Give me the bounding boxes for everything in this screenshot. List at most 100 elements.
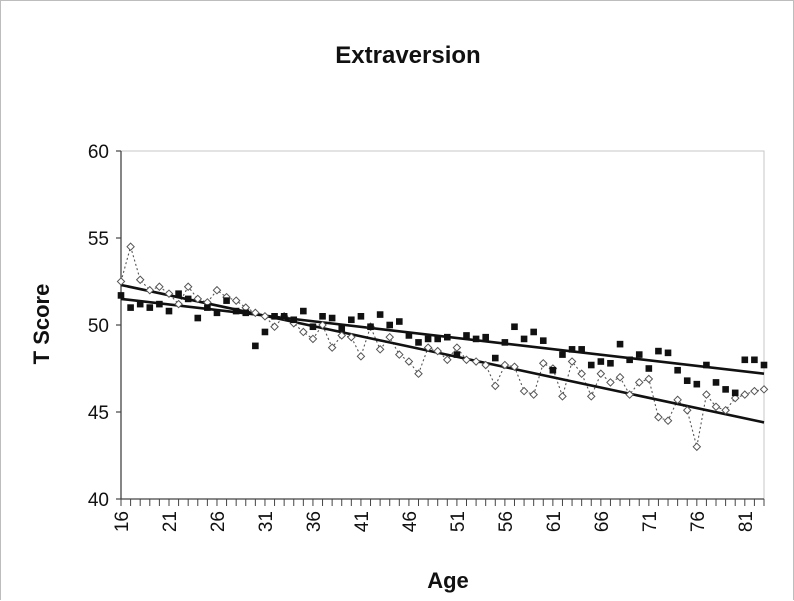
open-diamond-point [634, 378, 644, 387]
x-tick-label: 26 [208, 511, 229, 532]
filled-square-point [645, 365, 653, 372]
open-diamond-point [711, 402, 721, 412]
filled-square-point [146, 304, 154, 311]
open-diamond-point [433, 346, 443, 356]
open-diamond-point [510, 362, 519, 372]
y-tick-label: 55 [88, 229, 109, 250]
filled-square-point [357, 313, 365, 320]
filled-square-point [731, 389, 739, 397]
open-diamond-point [471, 357, 481, 366]
open-diamond-point [481, 360, 490, 370]
filled-square-point [626, 356, 633, 364]
open-diamond-point [126, 242, 135, 252]
y-axis-label: T Score [29, 284, 54, 365]
filled-square-point [348, 316, 355, 324]
filled-square-point [664, 349, 672, 357]
trendline [120, 283, 765, 424]
open-diamond-point [174, 299, 183, 309]
filled-square-point [741, 356, 749, 364]
y-tick-label: 50 [88, 316, 109, 337]
open-diamond-point [155, 282, 164, 292]
open-diamond-point [682, 405, 692, 415]
x-tick-label: 56 [496, 511, 517, 532]
open-diamond-point [538, 358, 548, 368]
open-diamond-point [404, 357, 414, 366]
filled-square-point [511, 323, 518, 331]
filled-square-point [501, 339, 509, 346]
filled-square-point [587, 361, 595, 369]
filled-square-point [367, 323, 374, 331]
filled-square-point [424, 335, 432, 343]
x-tick-label: 51 [448, 511, 469, 532]
open-diamond-point [193, 294, 203, 304]
filled-square-point [635, 351, 643, 358]
filled-square-point [184, 295, 192, 303]
series-connector-lines [120, 244, 765, 447]
filled-square-point [703, 361, 710, 369]
filled-square-point [597, 358, 605, 365]
open-series-line [120, 244, 765, 447]
x-tick-label: 36 [304, 511, 325, 532]
filled-square-point [242, 309, 250, 317]
filled-square-point [328, 314, 336, 322]
filled-square-point [194, 314, 202, 322]
open-diamond-point [625, 390, 634, 399]
filled-square-point [280, 313, 288, 320]
filled-square-point [156, 300, 163, 308]
filled-square-point [300, 307, 307, 315]
filled-square-point [491, 354, 499, 362]
filled-square-point [751, 356, 758, 364]
open-diamond-point [654, 412, 663, 422]
filled-square-point [415, 339, 422, 346]
x-tick-label: 66 [592, 511, 613, 532]
x-tick-label: 31 [256, 511, 277, 532]
open-diamond-point [586, 392, 596, 401]
filled-square-point [252, 342, 259, 350]
y-tick-label: 45 [88, 403, 109, 424]
open-diamond-point [183, 282, 193, 292]
x-tick-label: 76 [688, 511, 709, 532]
data-markers [116, 242, 769, 452]
open-diamond-point [442, 355, 452, 365]
open-diamond-point [375, 345, 385, 354]
open-diamond-point [308, 334, 318, 344]
filled-square-point [223, 297, 230, 304]
filled-square-point [175, 290, 182, 297]
filled-square-point [674, 366, 681, 374]
open-diamond-point [663, 416, 673, 426]
open-diamond-point [596, 369, 606, 379]
open-diamond-point [615, 372, 625, 382]
y-axis-ticks: 40 45 50 55 60 [88, 142, 121, 511]
open-diamond-point [116, 277, 126, 286]
open-diamond-point [721, 405, 730, 415]
open-diamond-point [606, 378, 615, 387]
filled-square-point [520, 335, 528, 343]
open-diamond-point [558, 392, 567, 401]
filled-square-point [549, 366, 557, 374]
open-diamond-point [490, 381, 500, 391]
filled-square-point [434, 335, 442, 343]
filled-square-point [760, 361, 768, 369]
open-diamond-point [135, 275, 145, 285]
x-tick-label: 81 [736, 511, 757, 532]
open-diamond-point [462, 355, 471, 365]
filled-square-point [482, 333, 489, 341]
open-diamond-point [251, 308, 260, 318]
open-diamond-point [692, 442, 702, 452]
filled-square-point [712, 379, 720, 386]
filled-square-point [616, 340, 624, 348]
open-diamond-point [395, 350, 404, 359]
filled-square-point [578, 346, 585, 353]
open-diamond-point [327, 343, 337, 352]
open-diamond-point [529, 390, 538, 399]
x-tick-label: 61 [544, 511, 565, 532]
open-diamond-point [423, 343, 433, 352]
filled-square-point [136, 300, 144, 308]
filled-square-point [655, 347, 662, 355]
open-diamond-point [577, 369, 586, 379]
filled-square-point [117, 292, 125, 299]
filled-square-point [559, 351, 566, 358]
y-tick-label: 60 [88, 142, 109, 163]
